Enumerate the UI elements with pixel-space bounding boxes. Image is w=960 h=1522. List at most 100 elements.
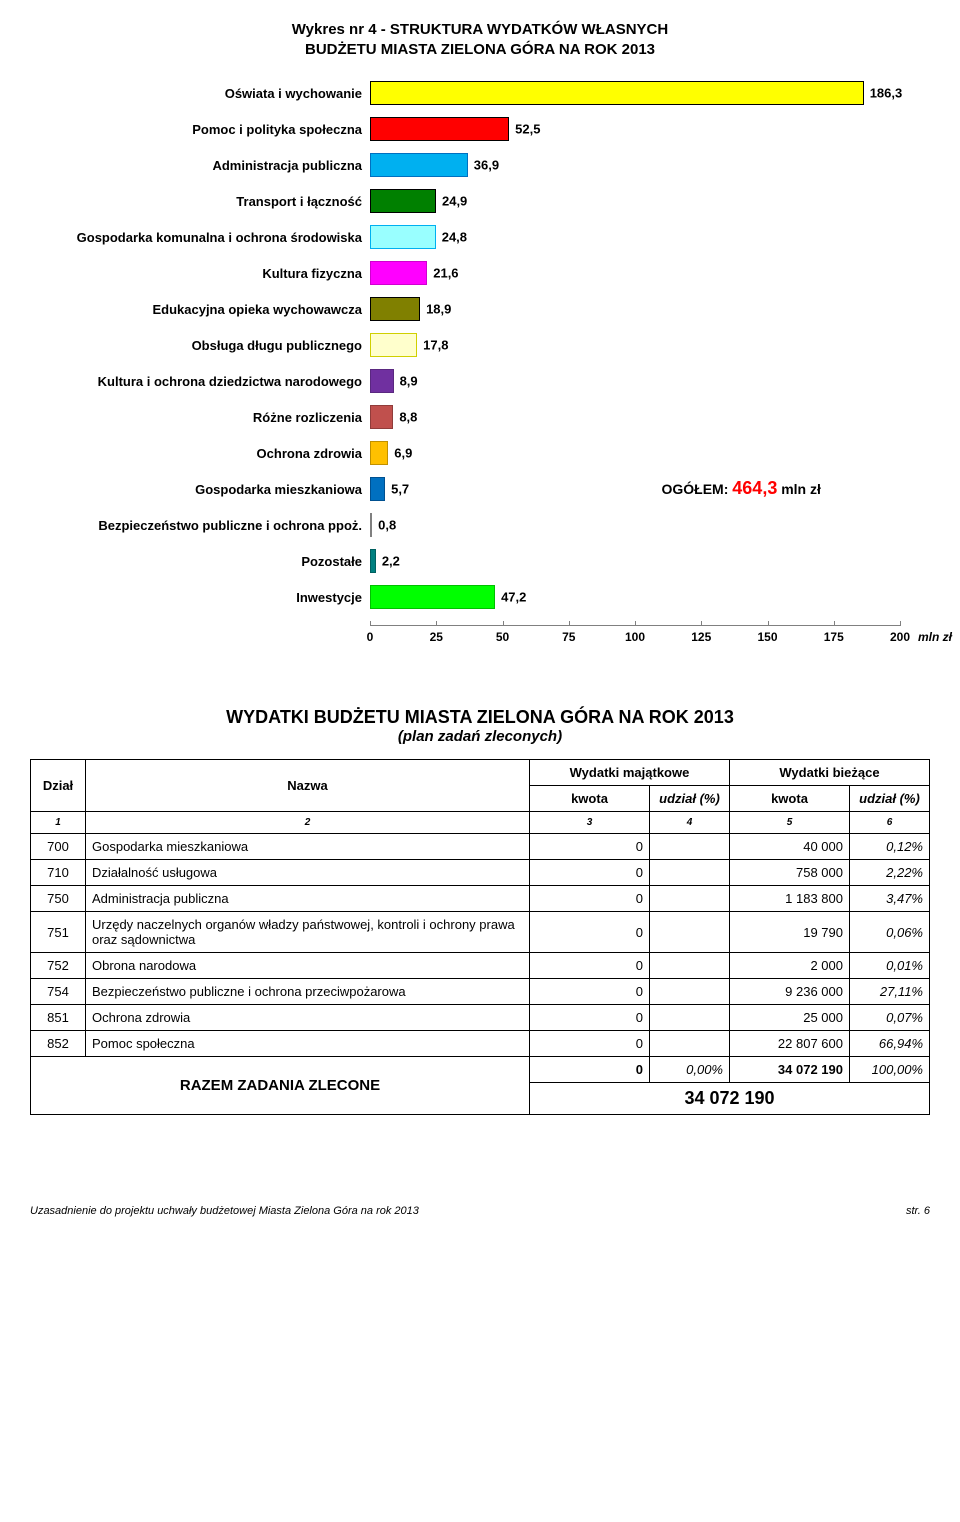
cell-maj-udzial bbox=[650, 834, 730, 860]
sum-label: RAZEM ZADANIA ZLECONE bbox=[31, 1057, 530, 1115]
tick-label: 50 bbox=[496, 630, 509, 644]
footer-right: str. 6 bbox=[906, 1205, 930, 1217]
bar-value: 17,8 bbox=[423, 338, 448, 353]
bar-value: 8,8 bbox=[399, 410, 417, 425]
bar-label: Transport i łączność bbox=[50, 194, 370, 209]
cell-biez-udzial: 0,06% bbox=[850, 912, 930, 953]
bar-row: Różne rozliczenia8,8 bbox=[50, 403, 900, 431]
bar-label: Pomoc i polityka społeczna bbox=[50, 122, 370, 137]
cell-nazwa: Urzędy naczelnych organów władzy państwo… bbox=[86, 912, 530, 953]
bar-row: Transport i łączność 24,9 bbox=[50, 187, 900, 215]
bar-row: Pozostałe2,2 bbox=[50, 547, 900, 575]
bar-value: 36,9 bbox=[474, 158, 499, 173]
cell-maj-kwota: 0 bbox=[530, 860, 650, 886]
table-row: 752Obrona narodowa02 0000,01% bbox=[31, 953, 930, 979]
cell-dzial: 750 bbox=[31, 886, 86, 912]
bar bbox=[370, 117, 509, 141]
bar bbox=[370, 477, 385, 501]
bar-value: 5,7 bbox=[391, 482, 409, 497]
chart-title: Wykres nr 4 - STRUKTURA WYDATKÓW WŁASNYC… bbox=[30, 20, 930, 59]
bar-row: Kultura fizyczna21,6 bbox=[50, 259, 900, 287]
annotation-value: 464,3 bbox=[732, 478, 777, 498]
sum-biez-kwota: 34 072 190 bbox=[730, 1057, 850, 1083]
x-axis-ticks: 0255075100125150175200mln zł bbox=[370, 625, 900, 647]
bar-track: 18,9 bbox=[370, 295, 900, 323]
bar-label: Administracja publiczna bbox=[50, 158, 370, 173]
chart-title-line2: BUDŻETU MIASTA ZIELONA GÓRA NA ROK 2013 bbox=[305, 41, 655, 58]
cell-biez-kwota: 2 000 bbox=[730, 953, 850, 979]
table-row: 754Bezpieczeństwo publiczne i ochrona pr… bbox=[31, 979, 930, 1005]
bar-label: Gospodarka komunalna i ochrona środowisk… bbox=[50, 230, 370, 245]
cell-dzial: 851 bbox=[31, 1005, 86, 1031]
cell-maj-kwota: 0 bbox=[530, 834, 650, 860]
cell-maj-udzial bbox=[650, 860, 730, 886]
bar-label: Gospodarka mieszkaniowa bbox=[50, 482, 370, 497]
table-row: 700Gospodarka mieszkaniowa040 0000,12% bbox=[31, 834, 930, 860]
bar-row: Obsługa długu publicznego17,8 bbox=[50, 331, 900, 359]
bar-chart: Oświata i wychowanie186,3 Pomoc i polityk… bbox=[50, 79, 900, 647]
bar-row: Gospodarka komunalna i ochrona środowisk… bbox=[50, 223, 900, 251]
table-title-line1: WYDATKI BUDŻETU MIASTA ZIELONA GÓRA NA R… bbox=[30, 707, 930, 728]
bar bbox=[370, 189, 436, 213]
table-title-line2: (plan zadań zleconych) bbox=[30, 728, 930, 745]
bar-row: Bezpieczeństwo publiczne i ochrona ppoż.… bbox=[50, 511, 900, 539]
tick-label: 75 bbox=[562, 630, 575, 644]
axis-unit: mln zł bbox=[918, 630, 952, 644]
cell-biez-kwota: 1 183 800 bbox=[730, 886, 850, 912]
sum-maj-kwota: 0 bbox=[530, 1057, 650, 1083]
cell-maj-udzial bbox=[650, 953, 730, 979]
bar-label: Kultura fizyczna bbox=[50, 266, 370, 281]
cell-biez-udzial: 27,11% bbox=[850, 979, 930, 1005]
page-footer: Uzasadnienie do projektu uchwały budżeto… bbox=[30, 1205, 930, 1217]
cell-dzial: 754 bbox=[31, 979, 86, 1005]
bar bbox=[370, 369, 394, 393]
th-dzial: Dział bbox=[31, 760, 86, 812]
cell-nazwa: Obrona narodowa bbox=[86, 953, 530, 979]
bar-value: 8,9 bbox=[400, 374, 418, 389]
bar bbox=[370, 81, 864, 105]
table-row: 851Ochrona zdrowia025 0000,07% bbox=[31, 1005, 930, 1031]
cell-nazwa: Gospodarka mieszkaniowa bbox=[86, 834, 530, 860]
bar-track: 8,9 bbox=[370, 367, 900, 395]
cell-biez-udzial: 66,94% bbox=[850, 1031, 930, 1057]
bar bbox=[370, 585, 495, 609]
col-number: 4 bbox=[650, 812, 730, 834]
cell-biez-kwota: 25 000 bbox=[730, 1005, 850, 1031]
cell-maj-kwota: 0 bbox=[530, 1031, 650, 1057]
bar bbox=[370, 297, 420, 321]
th-maj-udzial: udział (%) bbox=[650, 786, 730, 812]
cell-maj-udzial bbox=[650, 1031, 730, 1057]
bar-label: Edukacyjna opieka wychowawcza bbox=[50, 302, 370, 317]
bar-value: 24,8 bbox=[442, 230, 467, 245]
cell-maj-udzial bbox=[650, 912, 730, 953]
cell-dzial: 710 bbox=[31, 860, 86, 886]
bar-row: Kultura i ochrona dziedzictwa narodowego… bbox=[50, 367, 900, 395]
bar bbox=[370, 441, 388, 465]
cell-maj-kwota: 0 bbox=[530, 912, 650, 953]
cell-maj-kwota: 0 bbox=[530, 1005, 650, 1031]
tick-label: 175 bbox=[824, 630, 844, 644]
bar-row: Oświata i wychowanie186,3 bbox=[50, 79, 900, 107]
bar-value: 24,9 bbox=[442, 194, 467, 209]
bar-track: 47,2 bbox=[370, 583, 900, 611]
tick-label: 100 bbox=[625, 630, 645, 644]
bar-label: Inwestycje bbox=[50, 590, 370, 605]
bar-track: 8,8 bbox=[370, 403, 900, 431]
bar bbox=[370, 153, 468, 177]
bar-value: 186,3 bbox=[870, 86, 903, 101]
bar bbox=[370, 333, 417, 357]
bar-row: Ochrona zdrowia6,9 bbox=[50, 439, 900, 467]
cell-dzial: 751 bbox=[31, 912, 86, 953]
cell-maj-kwota: 0 bbox=[530, 953, 650, 979]
bar-track: 5,7OGÓŁEM: 464,3 mln zł bbox=[370, 475, 900, 503]
grand-total: 34 072 190 bbox=[530, 1083, 930, 1115]
table-body: 700Gospodarka mieszkaniowa040 0000,12%71… bbox=[31, 834, 930, 1057]
table-row: 852Pomoc społeczna022 807 60066,94% bbox=[31, 1031, 930, 1057]
cell-nazwa: Działalność usługowa bbox=[86, 860, 530, 886]
table-row: 751Urzędy naczelnych organów władzy pańs… bbox=[31, 912, 930, 953]
sum-biez-udzial: 100,00% bbox=[850, 1057, 930, 1083]
bar-row: Inwestycje47,2 bbox=[50, 583, 900, 611]
x-axis: 0255075100125150175200mln zł bbox=[50, 625, 900, 647]
tick-label: 125 bbox=[691, 630, 711, 644]
chart-title-line1: Wykres nr 4 - STRUKTURA WYDATKÓW WŁASNYC… bbox=[292, 21, 668, 38]
